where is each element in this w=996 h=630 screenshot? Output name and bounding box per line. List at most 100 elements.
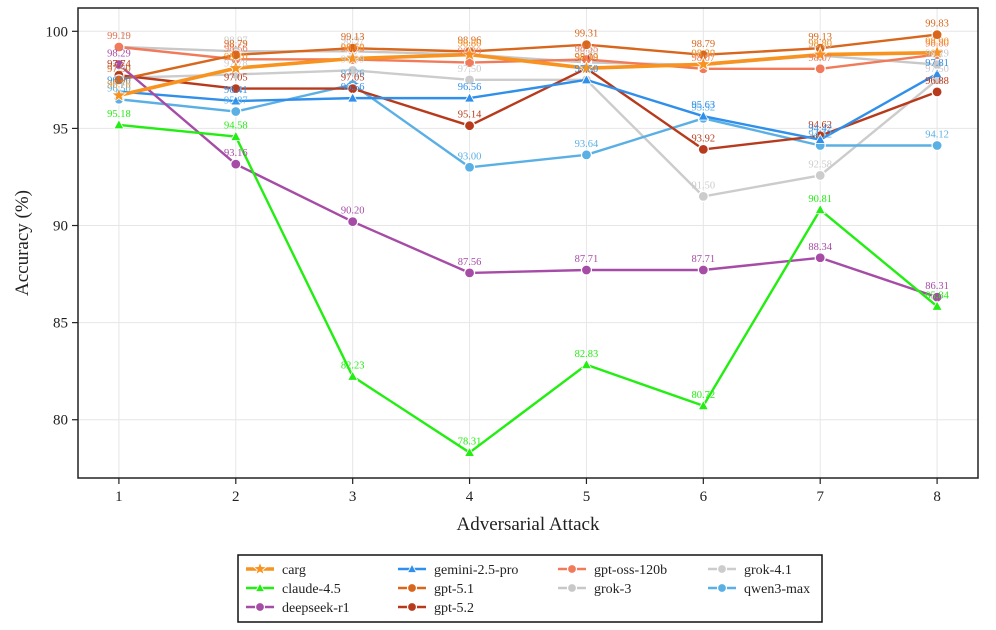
data-label-carg: 98.90 [925,37,949,48]
data-label-deepseek-r1: 86.31 [925,281,949,292]
series-line-gpt-5-2 [118,67,938,151]
data-labels: 97.60 97.78 97.99 97.50 97.50 91.50 92.58 97.50… [107,19,950,448]
data-label-gpt-5-2: 97.05 [341,73,365,84]
data-label-gpt-5-2: 97.05 [224,73,248,84]
data-label-gpt-5-2: 93.92 [692,133,716,144]
x-tick-label: 5 [583,489,591,505]
data-point-grok-4-1 [463,74,476,86]
data-label-qwen3-max: 93.64 [575,139,599,150]
data-label-gpt-5-2: 95.14 [458,110,482,121]
data-label-grok-4-1: 97.78 [224,58,248,69]
data-point-claude-4-5 [697,399,709,411]
legend-label-gpt-5-1: gpt-5.1 [434,582,474,597]
data-point-gemini-2-5-pro [463,92,476,103]
series-line-qwen3-max [118,83,938,169]
grid [78,8,978,478]
data-label-deepseek-r1: 87.56 [458,257,482,268]
data-label-gpt-5-1: 98.79 [692,39,716,50]
data-label-gpt-oss-120b: 98.80 [925,39,949,50]
data-label-gpt-5-2: 98.09 [575,52,599,63]
data-label-grok-3: 99.20 [107,31,131,42]
legend-item-gemini-2-5-pro: gemini-2.5-pro [398,563,518,578]
legend-label-grok-4-1: grok-4.1 [744,563,792,578]
y-tick-label: 100 [46,24,69,40]
data-point-qwen3-max [580,149,593,161]
data-point-gpt-oss-120b [814,63,826,75]
data-point-claude-4-5 [347,370,359,381]
data-point-carg [227,59,244,76]
data-point-deepseek-r1 [580,264,593,276]
y-axis-title: Accuracy (%) [12,190,33,296]
legend-marker-gpt-5-1 [406,582,418,594]
legend-item-gpt-oss-120b: gpt-oss-120b [558,563,667,578]
legend-item-gpt-5-2: gpt-5.2 [398,601,474,616]
legend-marker-gpt-oss-120b [566,563,578,575]
series-layer [110,29,946,457]
data-label-gemini-2-5-pro: 96.56 [458,82,482,93]
legend-item-gpt-5-1: gpt-5.1 [398,582,474,597]
data-point-gpt-5-2 [931,86,943,98]
data-label-grok-3: 98.40 [575,46,599,57]
data-point-gpt-oss-120b [113,41,125,53]
data-label-gemini-2-5-pro: 96.41 [224,85,248,96]
data-label-grok-3: 98.75 [808,40,832,51]
data-label-gpt-oss-120b: 98.55 [341,43,365,54]
series-line-carg [118,50,938,98]
data-point-gpt-5-2 [697,143,709,155]
data-label-gpt-5-1: 99.13 [341,32,365,43]
data-point-gemini-2-5-pro [580,73,593,85]
data-point-grok-4-1 [814,169,826,182]
legend-marker-grok-3 [566,582,578,594]
series-line-claude-4-5 [118,123,938,454]
data-label-gemini-2-5-pro: 96.56 [341,82,365,93]
series-line-grok-4-1 [118,69,938,198]
data-point-grok-4-1 [697,190,709,202]
data-point-gemini-2-5-pro [814,133,826,144]
data-label-claude-4-5: 80.72 [692,390,716,401]
data-label-gemini-2-5-pro: 96.90 [107,76,131,87]
data-point-grok-4-1 [347,64,359,76]
data-label-claude-4-5: 85.84 [925,290,949,301]
data-point-claude-4-5 [230,130,242,141]
data-label-gpt-5-1: 98.96 [458,36,482,47]
data-label-gemini-2-5-pro: 95.63 [692,100,716,111]
data-point-gemini-2-5-pro [697,110,709,121]
legend-item-grok-4-1: grok-4.1 [708,563,792,578]
data-label-claude-4-5: 82.83 [575,349,599,360]
data-point-qwen3-max [230,105,242,118]
data-label-deepseek-r1: 93.16 [224,148,248,159]
data-label-qwen3-max: 94.12 [808,130,832,141]
data-label-grok-3: 98.29 [925,49,949,60]
data-label-grok-3: 98.80 [458,39,482,50]
data-point-carg [928,44,946,60]
data-label-gpt-5-1: 99.31 [575,29,599,40]
data-label-deepseek-r1: 87.71 [692,254,716,265]
data-point-claude-4-5 [113,118,125,130]
data-label-grok-4-1: 97.50 [925,64,949,75]
legend-label-gemini-2-5-pro: gemini-2.5-pro [434,563,518,578]
data-label-grok-3: 98.27 [692,49,716,60]
data-label-gemini-2-5-pro: 97.81 [925,58,949,69]
data-label-gpt-oss-120b: 98.39 [458,47,482,58]
data-label-gpt-5-2: 94.62 [808,120,832,131]
y-tick-label: 85 [53,316,68,332]
data-label-gpt-oss-120b: 98.55 [575,43,599,54]
data-point-deepseek-r1 [814,252,826,264]
data-point-claude-4-5 [931,300,943,311]
data-label-carg: 98.10 [224,52,248,63]
data-point-carg [344,49,361,66]
series-line-gpt-5-1 [118,33,938,82]
data-point-gpt-5-1 [931,29,943,41]
legend-label-carg: carg [282,563,306,578]
legend-item-qwen3-max: qwen3-max [708,582,810,597]
data-label-deepseek-r1: 88.34 [808,242,832,253]
data-label-qwen3-max: 93.00 [458,151,482,162]
legend-label-deepseek-r1: deepseek-r1 [282,601,350,616]
data-label-gpt-5-1: 97.50 [107,64,131,75]
data-point-deepseek-r1 [347,216,359,228]
legend-label-claude-4-5: claude-4.5 [282,582,341,597]
legend-marker-qwen3-max [716,582,728,594]
series-gpt-5-2 [113,62,943,155]
legend-item-grok-3: grok-3 [558,582,631,597]
